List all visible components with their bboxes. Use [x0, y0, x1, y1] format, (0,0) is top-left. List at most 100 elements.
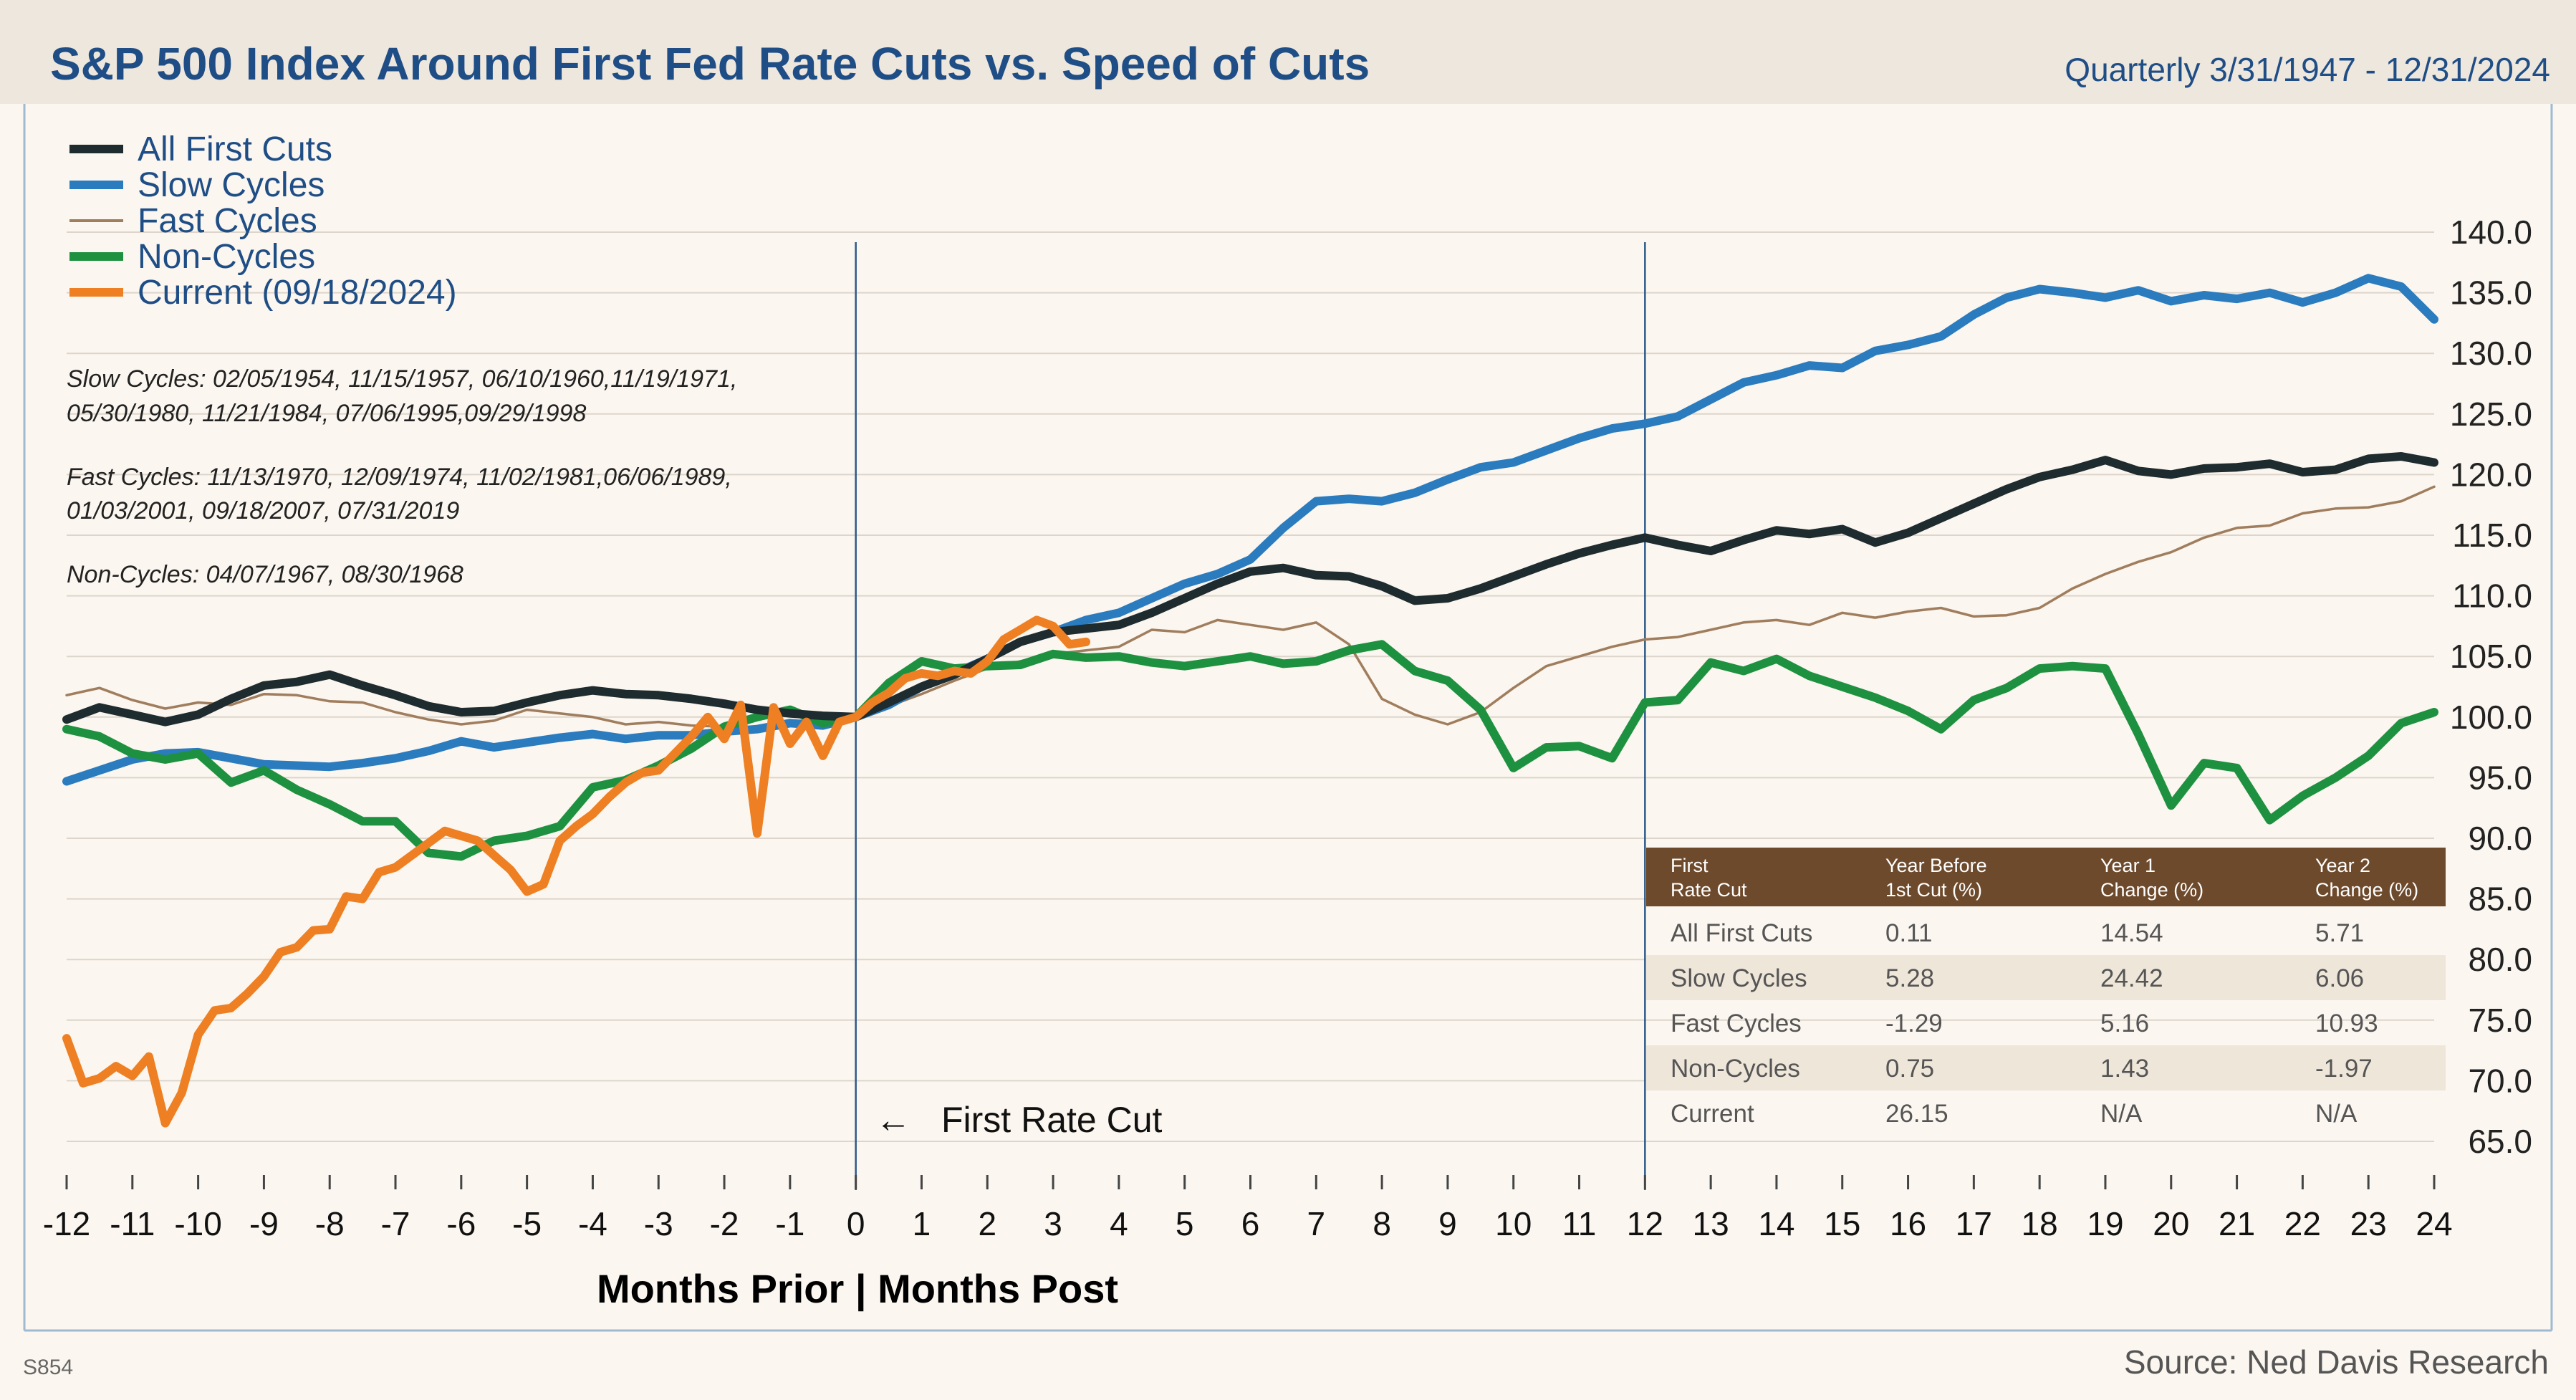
- x-tick-label: 11: [1562, 1205, 1597, 1242]
- x-tick-label: 20: [2153, 1205, 2189, 1242]
- y-tick-label: 65.0: [2468, 1123, 2532, 1160]
- x-tick-label: 17: [1956, 1205, 1992, 1242]
- footer-code: S854: [23, 1356, 73, 1379]
- table-header-cell: Rate Cut: [1671, 879, 1747, 901]
- series-group: [62, 274, 2438, 1128]
- x-tick-label: 14: [1758, 1205, 1794, 1242]
- x-tick-label: 19: [2087, 1205, 2123, 1242]
- series-line-all-first-cuts: [62, 452, 2438, 727]
- x-tick-label: 12: [1627, 1205, 1663, 1242]
- legend-label: Current (09/18/2024): [138, 274, 457, 312]
- table-header-cell: Change (%): [2315, 879, 2418, 901]
- table-header-cell: Year 2: [2315, 855, 2370, 876]
- x-tick-label: 1: [913, 1205, 931, 1242]
- series-line-current-09-18-2024: [62, 615, 1090, 1128]
- x-tick-label: 8: [1373, 1205, 1391, 1242]
- table-cell: 0.11: [1885, 919, 1933, 947]
- note-fast-line1: Fast Cycles: 11/13/1970, 12/09/1974, 11/…: [67, 464, 732, 491]
- date-range: Quarterly 3/31/1947 - 12/31/2024: [2065, 51, 2550, 88]
- x-tick-label: 4: [1110, 1205, 1128, 1242]
- y-tick-label: 140.0: [2450, 214, 2532, 251]
- table-header-cell: First: [1671, 855, 1708, 876]
- table-cell: 5.16: [2100, 1010, 2149, 1037]
- x-tick-label: -12: [43, 1205, 90, 1242]
- x-tick-label: -2: [710, 1205, 739, 1242]
- x-tick-label: 21: [2219, 1205, 2255, 1242]
- x-axis: -12 -11 -10 -9 -8 -7 -6 -5 -4 -3 -2 -1 0 1 2 3 4 5 6 7 8 9 10 1…: [43, 1175, 2453, 1242]
- header-band: S&P 500 Index Around First Fed Rate Cuts…: [0, 0, 2576, 104]
- x-tick-label: 15: [1824, 1205, 1860, 1242]
- table-row-stripe: [1646, 955, 2446, 1000]
- y-tick-label: 115.0: [2452, 517, 2532, 554]
- table-header-cell: Year 1: [2100, 855, 2156, 876]
- legend-label: Non-Cycles: [138, 238, 315, 276]
- x-tick-label: -7: [381, 1205, 410, 1242]
- y-tick-label: 95.0: [2468, 759, 2532, 796]
- x-tick-label: 10: [1495, 1205, 1532, 1242]
- table-cell: N/A: [2100, 1100, 2143, 1128]
- x-tick-label: 6: [1241, 1205, 1260, 1242]
- x-tick-label: -10: [174, 1205, 221, 1242]
- x-tick-label: -6: [446, 1205, 476, 1242]
- note-fast-line2: 01/03/2001, 09/18/2007, 07/31/2019: [67, 497, 459, 524]
- x-tick-label: 24: [2416, 1205, 2452, 1242]
- table-cell: N/A: [2315, 1100, 2358, 1128]
- x-tick-label: -4: [578, 1205, 607, 1242]
- note-non-cycles: Non-Cycles: 04/07/1967, 08/30/1968: [67, 561, 463, 588]
- x-tick-label: 13: [1693, 1205, 1729, 1242]
- table-cell: Current: [1671, 1100, 1754, 1128]
- y-tick-label: 125.0: [2450, 395, 2532, 433]
- x-tick-label: 9: [1438, 1205, 1457, 1242]
- y-tick-label: 135.0: [2450, 274, 2532, 312]
- table-cell: -1.97: [2315, 1055, 2373, 1083]
- table-cell: 24.42: [2100, 964, 2163, 992]
- footer-source: Source: Ned Davis Research: [2124, 1343, 2549, 1381]
- note-slow-line1: Slow Cycles: 02/05/1954, 11/15/1957, 06/…: [67, 365, 737, 393]
- table-cell: 1.43: [2100, 1055, 2149, 1083]
- y-tick-label: 120.0: [2450, 456, 2532, 493]
- table-cell: 10.93: [2315, 1010, 2378, 1037]
- annotation-arrow: ←: [875, 1100, 911, 1140]
- legend-label: Slow Cycles: [138, 166, 325, 204]
- x-tick-label: -3: [644, 1205, 673, 1242]
- x-tick-label: 22: [2284, 1205, 2321, 1242]
- x-tick-label: 5: [1176, 1205, 1194, 1242]
- series-line-slow-cycles: [62, 274, 2438, 786]
- x-axis-label: Months Prior | Months Post: [597, 1266, 1118, 1312]
- y-tick-label: 105.0: [2450, 638, 2532, 675]
- table-cell: Fast Cycles: [1671, 1010, 1802, 1037]
- table-cell: 0.75: [1885, 1055, 1934, 1083]
- y-tick-label: 100.0: [2450, 699, 2532, 736]
- table-cell: Non-Cycles: [1671, 1055, 1800, 1083]
- x-tick-label: 2: [978, 1205, 996, 1242]
- series-line-non-cycles: [62, 640, 2438, 861]
- table-header-cell: 1st Cut (%): [1885, 879, 1982, 901]
- table-cell: 26.15: [1885, 1100, 1948, 1128]
- legend-label: Fast Cycles: [138, 202, 317, 240]
- y-tick-label: 130.0: [2450, 335, 2532, 372]
- x-tick-label: 3: [1044, 1205, 1062, 1242]
- x-tick-label: 23: [2350, 1205, 2387, 1242]
- table-row-stripe: [1646, 1045, 2446, 1090]
- annotation-first-rate-cut: First Rate Cut: [941, 1100, 1163, 1140]
- x-tick-label: 0: [847, 1205, 865, 1242]
- x-tick-label: 16: [1890, 1205, 1926, 1242]
- x-tick-label: -8: [315, 1205, 345, 1242]
- y-tick-label: 90.0: [2468, 820, 2532, 857]
- table-cell: All First Cuts: [1671, 919, 1812, 947]
- chart-title: S&P 500 Index Around First Fed Rate Cuts…: [50, 38, 1370, 90]
- x-tick-label: -1: [775, 1205, 804, 1242]
- y-axis: 65.0 70.0 75.0 80.0 85.0 90.0 95.0 100.0 105.0 11…: [2450, 214, 2532, 1160]
- table-cell: 5.71: [2315, 919, 2364, 947]
- y-tick-label: 80.0: [2468, 941, 2532, 978]
- y-tick-label: 110.0: [2452, 577, 2532, 615]
- table-header-cell: Change (%): [2100, 879, 2203, 901]
- table-cell: Slow Cycles: [1671, 964, 1807, 992]
- legend-label: All First Cuts: [138, 130, 332, 168]
- x-tick-label: -11: [110, 1205, 155, 1242]
- table-header-cell: Year Before: [1885, 855, 1987, 876]
- y-tick-label: 85.0: [2468, 881, 2532, 918]
- table-cell: -1.29: [1885, 1010, 1943, 1037]
